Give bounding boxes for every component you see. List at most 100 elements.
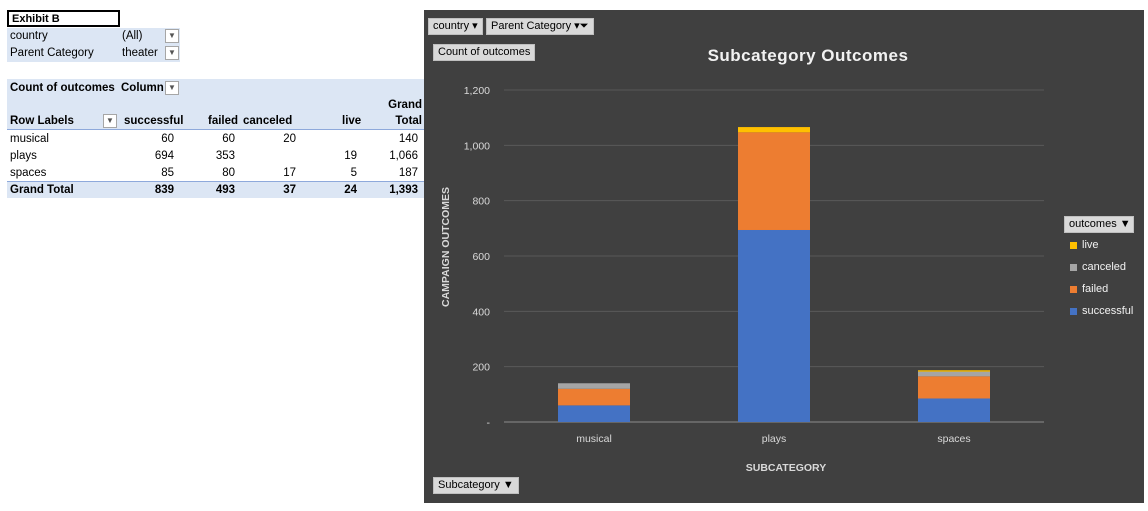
- legend-label: successful: [1082, 305, 1134, 317]
- y-tick-label: 1,000: [464, 140, 490, 152]
- columns-field-label: Column: [121, 82, 164, 94]
- col-header-total: Total: [395, 115, 422, 127]
- cell-successful: 60: [161, 133, 174, 145]
- row-label: spaces: [10, 167, 47, 179]
- legend-label: failed: [1082, 283, 1109, 295]
- cell-failed: 60: [222, 133, 235, 145]
- bar-live-spaces[interactable]: [918, 370, 990, 372]
- bar-canceled-musical[interactable]: [558, 383, 630, 389]
- legend-field-button[interactable]: outcomes ▼: [1064, 216, 1134, 233]
- pivot-column-headers: Row Labels ▼ successful failed canceled …: [7, 98, 425, 130]
- filter-parent-category-funnel-icon[interactable]: ▼: [165, 46, 179, 60]
- filter-parent-category-label: Parent Category: [10, 47, 94, 59]
- x-axis-label: SUBCATEGORY: [746, 462, 827, 474]
- table-row: plays 694 353 19 1,066: [7, 148, 425, 165]
- y-tick-label: 1,200: [464, 85, 490, 97]
- filter-parent-category-value: theater: [122, 47, 158, 59]
- cell-canceled: 37: [283, 184, 296, 196]
- row-label: plays: [10, 150, 37, 162]
- cell-total: 187: [398, 167, 418, 179]
- chevron-down-icon: ▾: [472, 20, 478, 32]
- row-labels-dropdown-icon[interactable]: ▼: [103, 114, 117, 128]
- pivot-chart: country ▾ Parent Category ▾⏷ Count of ou…: [424, 10, 1144, 503]
- bar-successful-musical[interactable]: [558, 405, 630, 422]
- bar-failed-plays[interactable]: [738, 132, 810, 230]
- cell-total: 1,393: [389, 184, 418, 196]
- filter-country-dropdown-icon[interactable]: ▼: [165, 29, 179, 43]
- subcategory-field-button[interactable]: Subcategory ▼: [433, 477, 519, 494]
- legend-swatch: [1070, 241, 1077, 249]
- y-tick-label: 800: [472, 196, 490, 208]
- filter-country-value: (All): [122, 30, 143, 42]
- filter-country: country (All) ▼: [7, 28, 180, 45]
- col-header-failed: failed: [208, 115, 239, 127]
- bar-failed-spaces[interactable]: [918, 376, 990, 399]
- grand-total-row: Grand Total 839 493 37 24 1,393: [7, 181, 425, 198]
- x-tick-label: musical: [576, 433, 612, 445]
- cell-canceled: 20: [283, 133, 296, 145]
- x-tick-label: plays: [762, 433, 787, 445]
- table-row: spaces 85 80 17 5 187: [7, 165, 425, 182]
- cell-live: 19: [344, 150, 357, 162]
- cell-canceled: 17: [283, 167, 296, 179]
- legend-label: canceled: [1082, 261, 1127, 273]
- y-tick-label: 400: [472, 306, 490, 318]
- pivot-values-header: Count of outcomes Column ▼: [7, 79, 425, 98]
- cell-failed: 80: [222, 167, 235, 179]
- bar-live-plays[interactable]: [738, 127, 810, 133]
- values-field-label: Count of outcomes: [438, 46, 531, 58]
- legend-swatch: [1070, 307, 1077, 315]
- legend-item-successful: successful: [1070, 304, 1133, 318]
- chart-plot: - 200 400 600 800 1,000 1,200 musical plays spac…: [440, 85, 1044, 474]
- table-row: musical 60 60 20 140: [7, 131, 425, 148]
- y-tick-label: -: [487, 417, 491, 429]
- chevron-down-icon: ▼: [502, 479, 514, 491]
- cell-successful: 839: [154, 184, 174, 196]
- row-label: musical: [10, 133, 49, 145]
- row-labels-header: Row Labels: [10, 115, 74, 127]
- bar-successful-plays[interactable]: [738, 229, 810, 422]
- legend-item-live: live: [1070, 238, 1099, 252]
- filter-country-label: country: [10, 30, 48, 42]
- chevron-down-icon: ▼: [1119, 218, 1131, 230]
- bar-successful-spaces[interactable]: [918, 398, 990, 422]
- columns-dropdown-icon[interactable]: ▼: [165, 81, 179, 95]
- legend-swatch: [1070, 263, 1077, 271]
- exhibit-label: Exhibit B: [7, 10, 120, 27]
- cell-failed: 353: [215, 150, 235, 162]
- legend-label: live: [1082, 239, 1099, 251]
- values-field-button[interactable]: Count of outcomes: [433, 44, 536, 61]
- col-header-successful: successful: [124, 115, 184, 127]
- x-tick-label: spaces: [937, 433, 970, 445]
- y-tick-label: 600: [472, 251, 490, 263]
- subcategory-field-label: Subcategory: [438, 479, 500, 491]
- cell-total: 1,066: [389, 150, 418, 162]
- filter-parent-category: Parent Category theater ▼: [7, 45, 180, 62]
- country-field-label: country: [433, 20, 470, 32]
- parent-category-field-label: Parent Category: [491, 20, 572, 32]
- col-header-grand: Grand: [388, 99, 422, 111]
- chart-title: Subcategory Outcomes: [707, 46, 909, 65]
- country-field-button[interactable]: country ▾: [428, 18, 483, 35]
- cell-successful: 694: [154, 150, 174, 162]
- y-tick-label: 200: [472, 362, 490, 374]
- bar-canceled-spaces[interactable]: [918, 371, 990, 377]
- cell-live: 5: [350, 167, 357, 179]
- col-header-live: live: [342, 115, 362, 127]
- cell-failed: 493: [215, 184, 235, 196]
- funnel-icon: ▾⏷: [574, 20, 589, 32]
- legend-item-canceled: canceled: [1070, 260, 1126, 274]
- legend-item-failed: failed: [1070, 282, 1108, 296]
- row-label: Grand Total: [10, 184, 74, 196]
- col-header-canceled: canceled: [243, 115, 293, 127]
- y-axis-label: CAMPAIGN OUTCOMES: [440, 187, 452, 307]
- legend-field-label: outcomes: [1069, 218, 1117, 230]
- values-field-label: Count of outcomes: [10, 82, 115, 94]
- pivot-table: Exhibit B country (All) ▼ Parent Categor…: [0, 0, 425, 511]
- cell-successful: 85: [161, 167, 174, 179]
- cell-total: 140: [398, 133, 418, 145]
- parent-category-field-button[interactable]: Parent Category ▾⏷: [486, 18, 594, 35]
- bar-failed-musical[interactable]: [558, 388, 630, 406]
- cell-live: 24: [344, 184, 357, 196]
- legend-swatch: [1070, 285, 1077, 293]
